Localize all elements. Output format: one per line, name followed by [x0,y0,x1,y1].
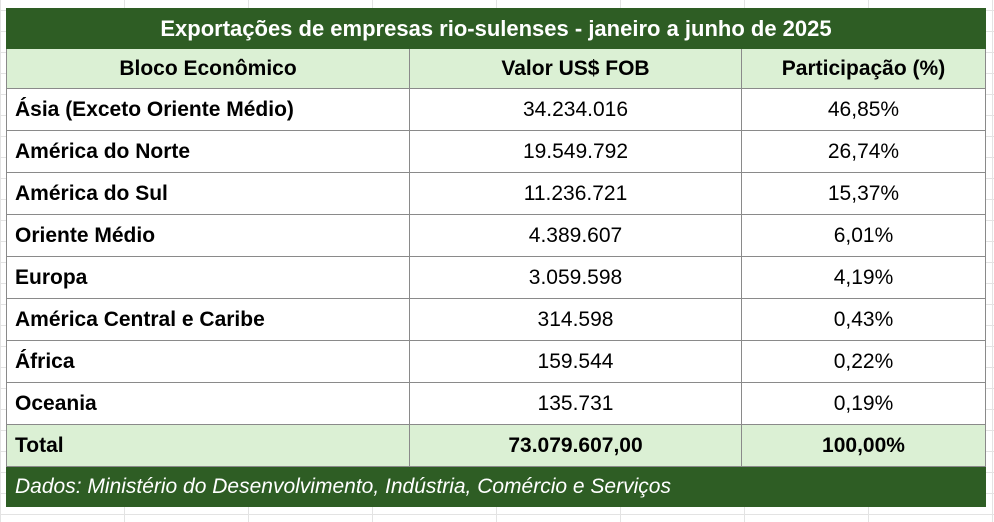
cell-valor[interactable]: 4.389.607 [409,214,742,257]
total-valor[interactable]: 73.079.607,00 [409,424,742,467]
table-row: Europa 3.059.598 4,19% [6,256,986,299]
cell-bloco[interactable]: América Central e Caribe [6,298,410,341]
total-label[interactable]: Total [6,424,410,467]
cell-participacao[interactable]: 0,22% [741,340,986,383]
cell-participacao[interactable]: 6,01% [741,214,986,257]
table-row: Ásia (Exceto Oriente Médio) 34.234.016 4… [6,88,986,131]
cell-valor[interactable]: 19.549.792 [409,130,742,173]
table-title[interactable]: Exportações de empresas rio-sulenses - j… [6,8,986,49]
source-note[interactable]: Dados: Ministério do Desenvolvimento, In… [6,466,986,507]
cell-participacao[interactable]: 4,19% [741,256,986,299]
header-row: Bloco Econômico Valor US$ FOB Participaç… [6,48,986,89]
header-valor[interactable]: Valor US$ FOB [409,48,742,89]
exports-table: Exportações de empresas rio-sulenses - j… [6,8,986,507]
cell-bloco[interactable]: Europa [6,256,410,299]
cell-bloco[interactable]: África [6,340,410,383]
header-bloco[interactable]: Bloco Econômico [6,48,410,89]
table-row: Oriente Médio 4.389.607 6,01% [6,214,986,257]
source-row: Dados: Ministério do Desenvolvimento, In… [6,466,986,507]
cell-bloco[interactable]: América do Sul [6,172,410,215]
cell-valor[interactable]: 11.236.721 [409,172,742,215]
total-row: Total 73.079.607,00 100,00% [6,424,986,467]
header-participacao[interactable]: Participação (%) [741,48,986,89]
cell-bloco[interactable]: América do Norte [6,130,410,173]
total-participacao[interactable]: 100,00% [741,424,986,467]
table-row: América Central e Caribe 314.598 0,43% [6,298,986,341]
table-row: América do Norte 19.549.792 26,74% [6,130,986,173]
table-row: África 159.544 0,22% [6,340,986,383]
cell-participacao[interactable]: 0,43% [741,298,986,341]
cell-participacao[interactable]: 0,19% [741,382,986,425]
cell-participacao[interactable]: 46,85% [741,88,986,131]
cell-bloco[interactable]: Oriente Médio [6,214,410,257]
table-row: América do Sul 11.236.721 15,37% [6,172,986,215]
cell-valor[interactable]: 314.598 [409,298,742,341]
cell-valor[interactable]: 135.731 [409,382,742,425]
cell-valor[interactable]: 3.059.598 [409,256,742,299]
table-row: Oceania 135.731 0,19% [6,382,986,425]
cell-participacao[interactable]: 26,74% [741,130,986,173]
cell-bloco[interactable]: Ásia (Exceto Oriente Médio) [6,88,410,131]
cell-participacao[interactable]: 15,37% [741,172,986,215]
cell-bloco[interactable]: Oceania [6,382,410,425]
cell-valor[interactable]: 34.234.016 [409,88,742,131]
title-row: Exportações de empresas rio-sulenses - j… [6,8,986,49]
cell-valor[interactable]: 159.544 [409,340,742,383]
